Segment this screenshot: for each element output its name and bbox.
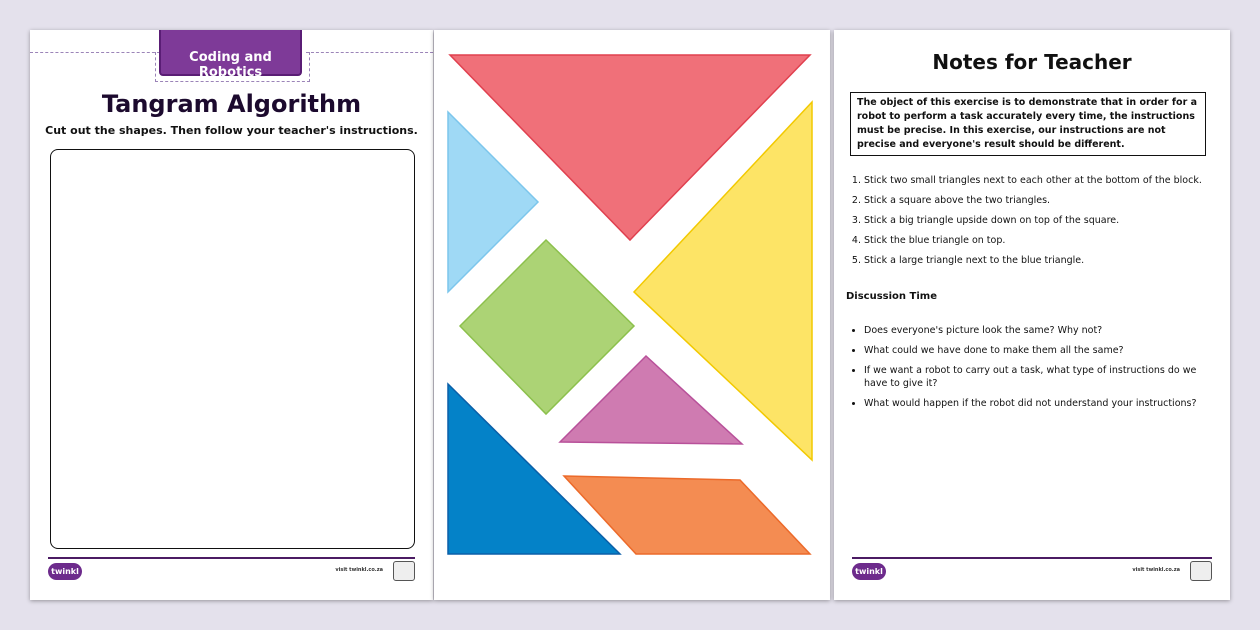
tag-outline [155,52,310,82]
tangram-page [434,30,830,600]
worksheet-title: Tangram Algorithm [101,90,362,118]
discussion-title: Discussion Time [846,291,937,302]
step-item: Stick a square above the two triangles. [864,194,1210,207]
question-item: What would happen if the robot did not u… [864,397,1210,410]
step-item: Stick the blue triangle on top. [864,234,1210,247]
orange-parallelogram [562,475,812,555]
notes-page: Notes for Teacher The object of this exe… [834,30,1230,600]
green-square [458,238,636,416]
step-item: Stick two small triangles next to each o… [864,174,1210,187]
worksheet-subtitle: Cut out the shapes. Then follow your tea… [45,124,418,137]
dashed-line [306,52,433,53]
subject-tag: Coding and Robotics [159,30,302,80]
question-item: What could we have done to make them all… [864,344,1210,357]
footer-line [852,557,1212,559]
objective-box: The object of this exercise is to demons… [850,92,1206,156]
red-large-triangle [448,54,812,242]
drawing-box [50,149,415,549]
dashed-line [30,52,160,53]
question-item: Does everyone's picture look the same? W… [864,324,1210,337]
worksheet-page: Coding and Robotics Tangram Algorithm Cu… [30,30,433,600]
step-item: Stick a big triangle upside down on top … [864,214,1210,227]
twinkl-logo: twinkl [48,563,82,580]
badge-icon [1190,561,1212,581]
blue-large-triangle [447,382,622,555]
footer-url: visit twinkl.co.za [335,567,383,573]
yellow-large-triangle [632,100,813,462]
step-item: Stick a large triangle next to the blue … [864,254,1210,267]
badge-icon [393,561,415,581]
notes-title: Notes for Teacher [932,50,1132,74]
footer-line [48,557,415,559]
purple-medium-triangle [558,354,744,445]
lightblue-small-triangle [447,110,540,294]
question-item: If we want a robot to carry out a task, … [864,364,1210,390]
questions-list: Does everyone's picture look the same? W… [850,324,1210,417]
steps-list: Stick two small triangles next to each o… [850,174,1210,274]
twinkl-logo: twinkl [852,563,886,580]
footer-url: visit twinkl.co.za [1132,567,1180,573]
